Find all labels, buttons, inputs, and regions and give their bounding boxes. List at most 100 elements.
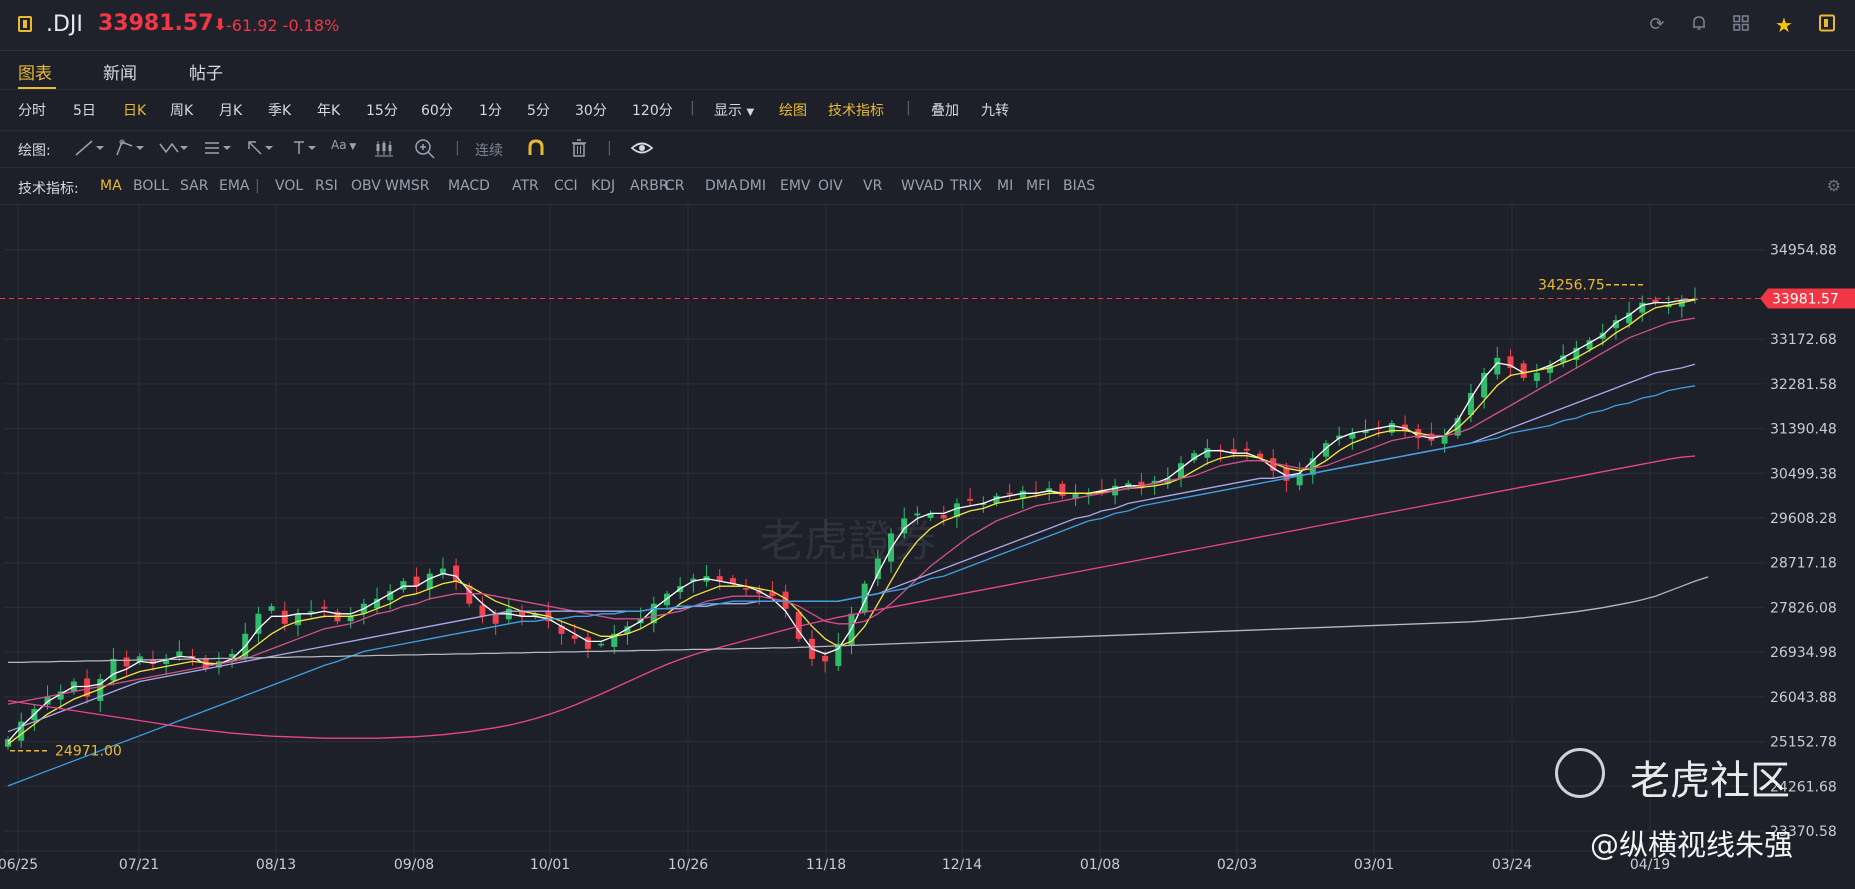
tab-chart[interactable]: 图表 <box>18 64 52 84</box>
indicator-dma[interactable]: DMA <box>705 178 738 194</box>
indicator-arbr[interactable]: ARBR <box>630 178 669 194</box>
bell-icon[interactable] <box>1688 14 1710 36</box>
refresh-icon[interactable]: ⟳ <box>1649 14 1665 35</box>
overlay-button[interactable]: 叠加 <box>931 103 959 119</box>
candle-body <box>1428 433 1435 441</box>
nine-turn-button[interactable]: 九转 <box>981 103 1009 119</box>
period-monthly[interactable]: 月K <box>219 103 243 119</box>
continuous-toggle[interactable]: 连续 <box>475 143 503 159</box>
caret-down-icon: ▼ <box>746 107 755 118</box>
candle-body <box>1322 443 1329 457</box>
chart-svg[interactable]: 34954.88 33172.68 32281.58 31390.48 30499.38… <box>0 205 1855 885</box>
ma-line-ma5 <box>7 298 1696 743</box>
polyline-icon[interactable] <box>114 138 148 162</box>
y-tick-label: 25152.78 <box>1770 735 1837 751</box>
period-quarterly[interactable]: 季K <box>268 103 292 119</box>
period-15m[interactable]: 15分 <box>366 103 398 119</box>
candle-body <box>980 503 987 505</box>
zoom-icon[interactable] <box>414 138 436 164</box>
draw-toggle[interactable]: 绘图 <box>779 103 807 119</box>
indicator-mi[interactable]: MI <box>997 178 1014 194</box>
indicator-dmi[interactable]: DMI <box>739 178 766 194</box>
candle-body <box>598 643 605 646</box>
y-tick-label: 23370.58 <box>1770 824 1837 840</box>
candle-chart-icon[interactable] <box>374 138 394 162</box>
text-cursor-icon[interactable] <box>290 138 324 162</box>
tab-news[interactable]: 新闻 <box>103 64 137 84</box>
indicator-wvad[interactable]: WVAD <box>901 178 944 194</box>
candle-body <box>1046 488 1053 492</box>
candle-body <box>163 658 170 664</box>
indicator-boll[interactable]: BOLL <box>133 178 169 194</box>
indicator-vol[interactable]: VOL <box>275 178 304 194</box>
trendline-icon[interactable] <box>74 138 108 162</box>
gear-icon[interactable]: ⚙ <box>1826 176 1841 195</box>
period-120m[interactable]: 120分 <box>632 103 673 119</box>
candle-body <box>1520 363 1527 378</box>
fib-lines-icon[interactable] <box>203 138 237 162</box>
indicator-emv[interactable]: EMV <box>780 178 811 194</box>
period-5d[interactable]: 5日 <box>73 103 96 119</box>
y-tick-label: 26934.98 <box>1770 645 1837 661</box>
ma-line-ma66 <box>7 385 1696 787</box>
indicator-macd[interactable]: MACD <box>448 178 490 194</box>
candle-body <box>1177 463 1184 479</box>
trash-icon[interactable] <box>569 138 589 162</box>
indicator-sar[interactable]: SAR <box>180 178 209 194</box>
price-chart[interactable]: 34954.88 33172.68 32281.58 31390.48 30499.38… <box>0 205 1855 885</box>
candle-body <box>294 613 301 626</box>
candle-body <box>347 616 354 622</box>
indicator-vr[interactable]: VR <box>863 178 883 194</box>
indicator-ma[interactable]: MA <box>100 178 122 194</box>
candle-body <box>110 658 117 681</box>
logo-icon[interactable] <box>1816 14 1838 36</box>
ma-line-ma270 <box>8 576 1709 664</box>
indicator-cci[interactable]: CCI <box>554 178 578 194</box>
candle-body <box>901 518 908 534</box>
indicator-bias[interactable]: BIAS <box>1063 178 1096 194</box>
candle-body <box>532 613 539 617</box>
indicator-wmsr[interactable]: WMSR <box>385 178 430 194</box>
divider: | <box>607 140 612 156</box>
candle-body <box>1336 435 1343 439</box>
x-tick-label: 12/14 <box>942 857 982 873</box>
zigzag-icon[interactable] <box>158 138 192 162</box>
period-daily[interactable]: 日K <box>123 103 147 119</box>
candle-body <box>1204 448 1211 458</box>
indicator-cr[interactable]: CR <box>665 178 685 194</box>
period-5m[interactable]: 5分 <box>527 103 550 119</box>
font-size-icon[interactable]: Aa ▼ <box>331 138 357 152</box>
candle-body <box>953 503 960 517</box>
indicator-atr[interactable]: ATR <box>512 178 539 194</box>
panel-toggle-icon[interactable] <box>18 16 32 32</box>
indicator-mfi[interactable]: MFI <box>1026 178 1051 194</box>
indicator-ema[interactable]: EMA <box>219 178 250 194</box>
candle-body <box>914 513 921 516</box>
tab-posts[interactable]: 帖子 <box>189 64 223 84</box>
display-dropdown[interactable]: 显示 ▼ <box>714 103 755 119</box>
tech-indicator-toggle[interactable]: 技术指标 <box>828 103 884 119</box>
candle-body <box>492 614 499 624</box>
star-icon[interactable]: ★ <box>1775 13 1793 37</box>
indicator-oiv[interactable]: OIV <box>818 178 843 194</box>
candle-body <box>1019 490 1026 498</box>
grid-icon[interactable] <box>1730 14 1752 36</box>
indicator-trix[interactable]: TRIX <box>950 178 982 194</box>
period-30m[interactable]: 30分 <box>575 103 607 119</box>
candle-body <box>1283 467 1290 481</box>
candle-body <box>57 691 64 700</box>
period-1m[interactable]: 1分 <box>479 103 502 119</box>
period-intraday[interactable]: 分时 <box>18 103 46 119</box>
indicator-rsi[interactable]: RSI <box>315 178 338 194</box>
indicator-kdj[interactable]: KDJ <box>591 178 616 194</box>
candle-body <box>413 576 420 587</box>
period-weekly[interactable]: 周K <box>170 103 194 119</box>
eye-icon[interactable] <box>630 138 654 162</box>
candle-body <box>1257 453 1264 459</box>
arrow-tool-icon[interactable] <box>245 138 279 162</box>
candle-body <box>84 678 91 697</box>
magnet-icon[interactable] <box>526 138 546 162</box>
indicator-obv[interactable]: OBV <box>351 178 381 194</box>
period-60m[interactable]: 60分 <box>421 103 453 119</box>
period-yearly[interactable]: 年K <box>317 103 341 119</box>
